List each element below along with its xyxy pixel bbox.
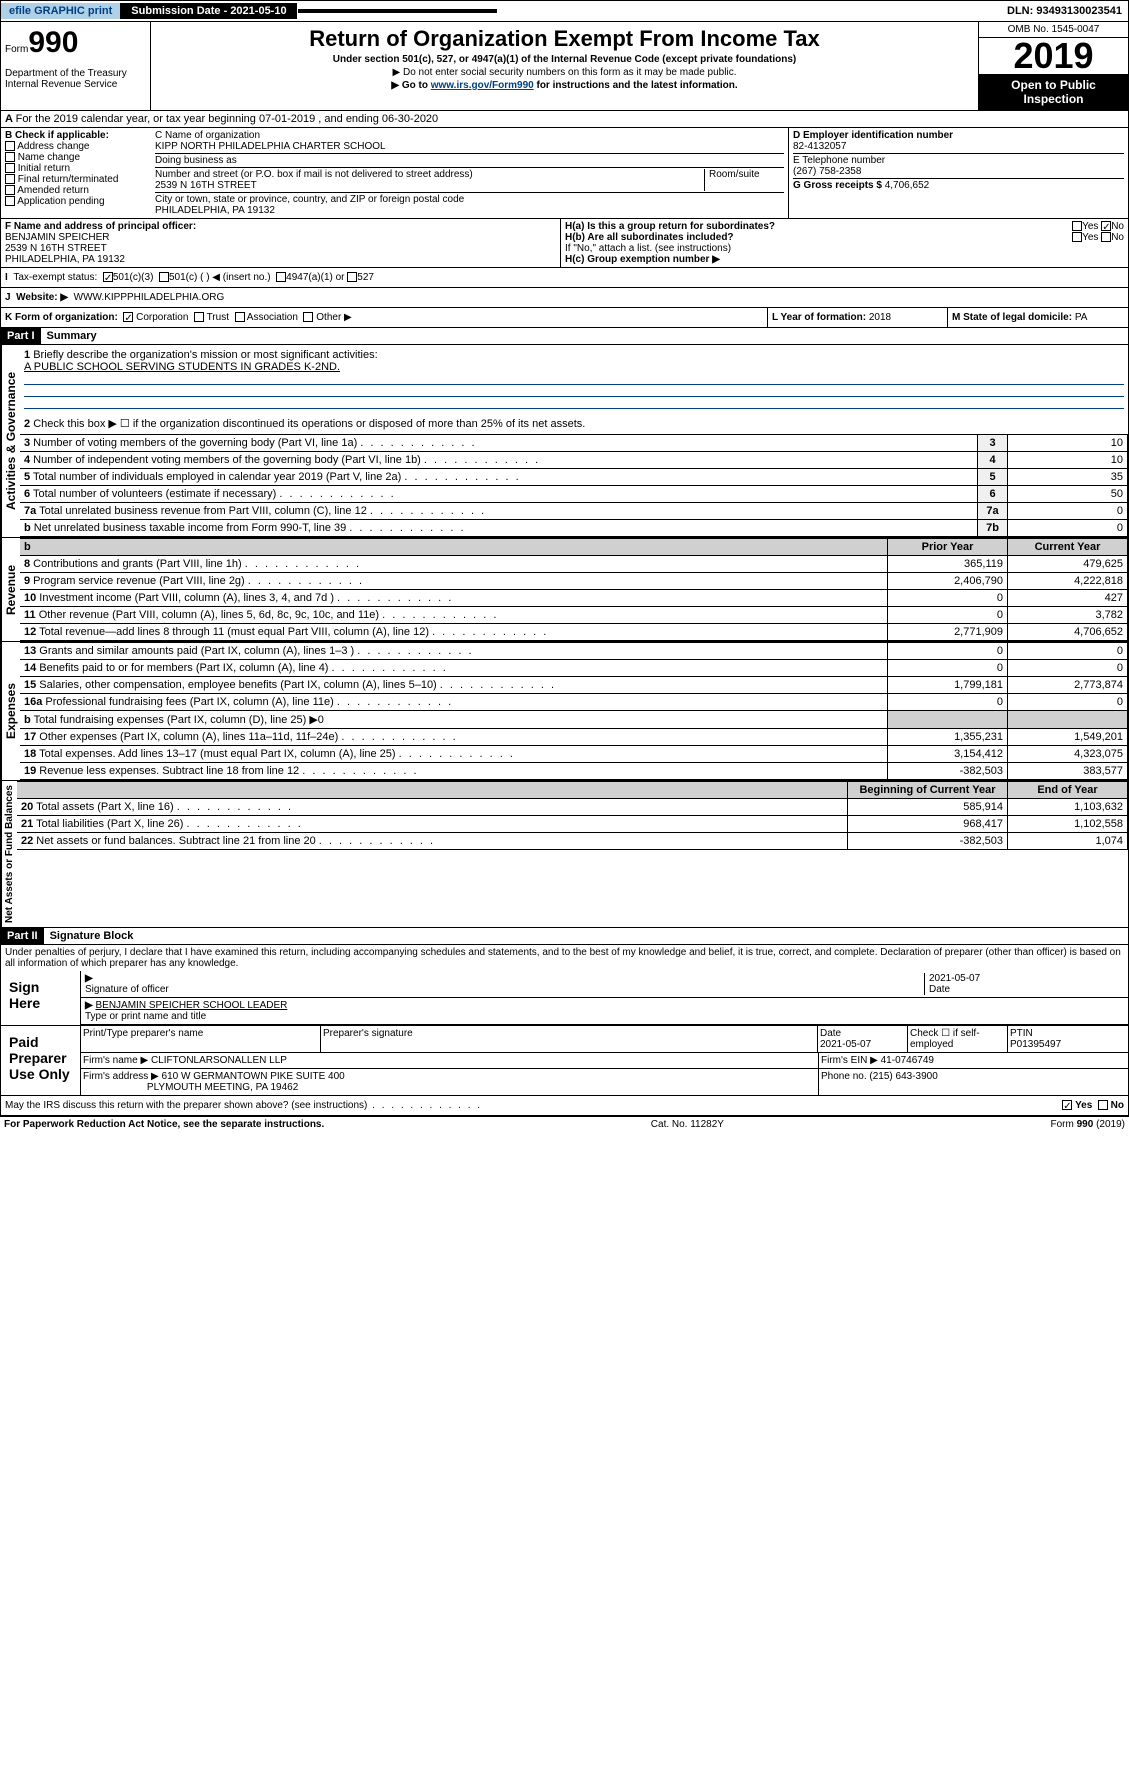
paid-preparer-section: Paid Preparer Use Only Print/Type prepar… — [0, 1026, 1129, 1096]
subtitle: Under section 501(c), 527, or 4947(a)(1)… — [155, 54, 974, 65]
ha-no-checkbox[interactable] — [1101, 221, 1111, 231]
penalty-text: Under penalties of perjury, I declare th… — [0, 945, 1129, 971]
box-b: B Check if applicable: Address change Na… — [1, 128, 151, 218]
hb-no-checkbox[interactable] — [1101, 232, 1111, 242]
527-checkbox[interactable] — [347, 272, 357, 282]
ein: 82-4132057 — [793, 141, 1124, 152]
efile-link[interactable]: efile GRAPHIC print — [1, 3, 121, 19]
topbar: efile GRAPHIC print Submission Date - 20… — [0, 0, 1129, 22]
firm-addr1: 610 W GERMANTOWN PIKE SUITE 400 — [162, 1071, 345, 1082]
cat-no: Cat. No. 11282Y — [651, 1119, 724, 1130]
firm-ein: 41-0746749 — [881, 1055, 934, 1066]
city-state-zip: PHILADELPHIA, PA 19132 — [155, 205, 784, 216]
assoc-checkbox[interactable] — [235, 312, 245, 322]
footer: For Paperwork Reduction Act Notice, see … — [0, 1116, 1129, 1132]
form-header: Form990 Department of the Treasury Inter… — [0, 22, 1129, 111]
netassets-table: Beginning of Current YearEnd of Year20 T… — [17, 781, 1128, 850]
501c-checkbox[interactable] — [159, 272, 169, 282]
mission-text: A PUBLIC SCHOOL SERVING STUDENTS IN GRAD… — [24, 361, 340, 373]
discuss-yes-checkbox[interactable] — [1062, 1100, 1072, 1110]
sign-section: Sign Here ▶Signature of officer2021-05-0… — [0, 971, 1129, 1026]
ha-yes-checkbox[interactable] — [1072, 221, 1082, 231]
prep-date: 2021-05-07 — [820, 1039, 871, 1050]
exp-label: Expenses — [1, 642, 20, 780]
period-text: For the 2019 calendar year, or tax year … — [16, 113, 439, 125]
form-number: 990 — [28, 26, 78, 59]
year-formation: 2018 — [869, 312, 891, 323]
firm-addr2: PLYMOUTH MEETING, PA 19462 — [147, 1082, 298, 1093]
expenses-section: Expenses 13 Grants and similar amounts p… — [0, 642, 1129, 781]
main-title: Return of Organization Exempt From Incom… — [155, 26, 974, 52]
goto-line: ▶ Go to www.irs.gov/Form990 for instruct… — [155, 80, 974, 91]
org-name: KIPP NORTH PHILADELPHIA CHARTER SCHOOL — [155, 141, 784, 152]
gov-label: Activities & Governance — [1, 345, 20, 537]
rev-label: Revenue — [1, 538, 20, 641]
net-label: Net Assets or Fund Balances — [1, 781, 17, 927]
4947-checkbox[interactable] — [276, 272, 286, 282]
info-block: B Check if applicable: Address change Na… — [0, 128, 1129, 219]
revenue-table: bPrior YearCurrent Year8 Contributions a… — [20, 538, 1128, 641]
paid-preparer-label: Paid Preparer Use Only — [1, 1026, 81, 1095]
gross-receipts: 4,706,652 — [885, 180, 930, 191]
fh-row: F Name and address of principal officer:… — [0, 219, 1129, 268]
expenses-table: 13 Grants and similar amounts paid (Part… — [20, 642, 1128, 780]
submission-date-btn[interactable]: Submission Date - 2021-05-10 — [121, 3, 297, 19]
firm-phone: (215) 643-3900 — [869, 1071, 937, 1082]
form-footer: Form 990 (2019) — [1051, 1119, 1125, 1130]
street-address: 2539 N 16TH STREET — [155, 180, 257, 191]
gov-table: 3 Number of voting members of the govern… — [20, 434, 1128, 537]
box-deg: D Employer identification number 82-4132… — [788, 128, 1128, 218]
netassets-section: Net Assets or Fund Balances Beginning of… — [0, 781, 1129, 928]
period-row: A For the 2019 calendar year, or tax yea… — [0, 111, 1129, 128]
discuss-row: May the IRS discuss this return with the… — [0, 1096, 1129, 1116]
tax-year: 2019 — [979, 38, 1128, 74]
klm-row: K Form of organization: Corporation Trus… — [0, 308, 1129, 328]
corp-checkbox[interactable] — [123, 312, 133, 322]
firm-name: CLIFTONLARSONALLEN LLP — [151, 1055, 287, 1066]
dln-label: DLN: 93493130023541 — [1001, 3, 1128, 19]
box-i: I Tax-exempt status: 501(c)(3) 501(c) ( … — [0, 268, 1129, 288]
sign-here-label: Sign Here — [1, 971, 81, 1025]
revenue-section: Revenue bPrior YearCurrent Year8 Contrib… — [0, 538, 1129, 642]
sign-date: 2021-05-07 — [929, 973, 980, 984]
open-public-badge: Open to Public Inspection — [979, 74, 1128, 110]
form-label: Form — [5, 44, 28, 55]
irs-link[interactable]: www.irs.gov/Form990 — [431, 80, 534, 91]
website: WWW.KIPPPHILADELPHIA.ORG — [74, 292, 225, 303]
part2-header: Part II Signature Block — [0, 928, 1129, 945]
discuss-no-checkbox[interactable] — [1098, 1100, 1108, 1110]
501c3-checkbox[interactable] — [103, 272, 113, 282]
officer-name: BENJAMIN SPEICHER — [5, 232, 556, 243]
box-j: J Website: ▶ WWW.KIPPPHILADELPHIA.ORG — [0, 288, 1129, 308]
blank-btn[interactable] — [298, 9, 498, 13]
state-domicile: PA — [1075, 312, 1088, 323]
warning-line: ▶ Do not enter social security numbers o… — [155, 67, 974, 78]
gov-section: Activities & Governance 1 Briefly descri… — [0, 345, 1129, 538]
ptin: P01395497 — [1010, 1039, 1061, 1050]
trust-checkbox[interactable] — [194, 312, 204, 322]
dept-label: Department of the Treasury Internal Reve… — [5, 68, 146, 90]
part1-header: Part I Summary — [0, 328, 1129, 345]
telephone: (267) 758-2358 — [793, 166, 1124, 177]
box-c: C Name of organization KIPP NORTH PHILAD… — [151, 128, 788, 218]
other-checkbox[interactable] — [303, 312, 313, 322]
hb-yes-checkbox[interactable] — [1072, 232, 1082, 242]
officer-print-name: BENJAMIN SPEICHER SCHOOL LEADER — [95, 1000, 287, 1011]
